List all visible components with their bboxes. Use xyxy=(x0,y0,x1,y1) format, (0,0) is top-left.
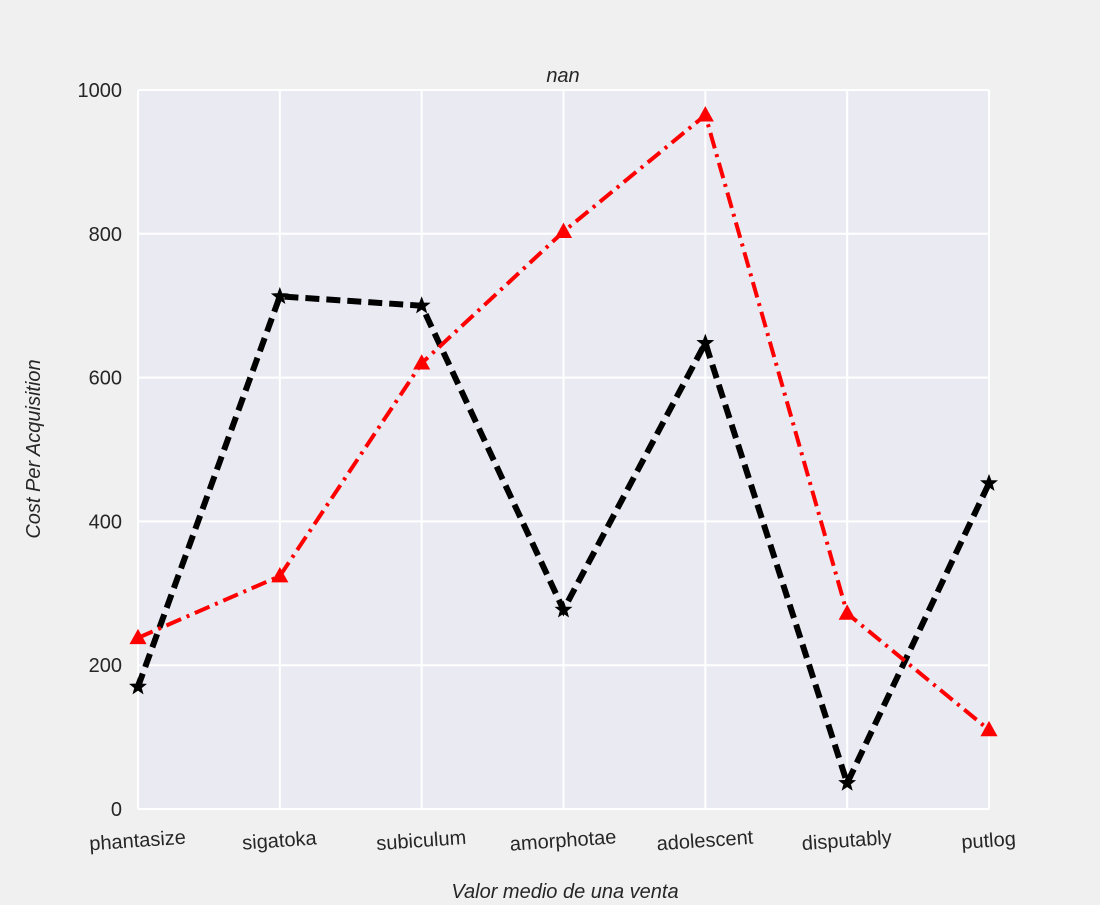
grid-lines xyxy=(137,89,990,810)
x-tick-label: sigatoka xyxy=(241,827,318,854)
x-tick-labels: phantasize sigatoka subiculum amorphotae ado… xyxy=(89,826,1017,855)
series-2 xyxy=(129,106,998,737)
y-tick-label: 1000 xyxy=(78,80,123,102)
data-point-triangle xyxy=(271,567,289,583)
data-point-triangle xyxy=(413,354,431,370)
y-axis-label: Cost Per Acquisition xyxy=(23,359,45,538)
data-point-triangle xyxy=(838,604,856,620)
data-point-star xyxy=(412,296,431,314)
x-tick-label: disputably xyxy=(801,827,892,855)
data-point-star xyxy=(129,677,147,695)
data-point-triangle xyxy=(554,222,573,238)
data-point-star xyxy=(980,473,998,491)
y-tick-label: 600 xyxy=(89,368,122,390)
y-tick-label: 200 xyxy=(89,655,122,677)
y-tick-label: 400 xyxy=(89,511,122,533)
data-point-star xyxy=(696,333,715,351)
x-tick-label: putlog xyxy=(961,828,1017,854)
y-tick-label: 800 xyxy=(89,224,122,246)
chart-title: nan xyxy=(546,65,579,87)
x-axis-label: Valor medio de una venta xyxy=(451,881,678,900)
data-point-star xyxy=(838,773,857,791)
series-layer xyxy=(129,106,998,792)
data-point-triangle xyxy=(129,628,147,645)
data-point-star xyxy=(554,600,573,618)
y-tick-labels: 0 200 400 600 800 1000 xyxy=(78,80,123,821)
x-tick-label: phantasize xyxy=(89,827,187,856)
data-point-triangle xyxy=(696,106,714,122)
data-point-star xyxy=(270,286,289,304)
series-1 xyxy=(129,286,998,792)
x-tick-label: amorphotae xyxy=(509,826,617,855)
data-point-triangle xyxy=(980,720,998,737)
x-tick-label: adolescent xyxy=(656,827,754,856)
y-tick-label: 0 xyxy=(111,799,122,821)
x-tick-label: subiculum xyxy=(376,827,467,855)
